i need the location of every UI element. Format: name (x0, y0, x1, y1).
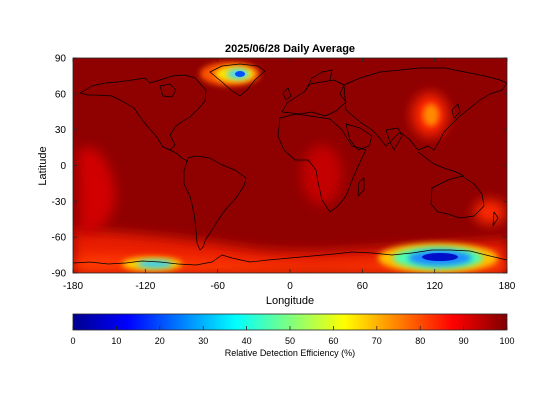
colorbar-ticks: 0 10 20 30 40 50 60 70 80 90 100 (70, 326, 515, 346)
y-tick-label: -90 (52, 269, 67, 280)
colorbar-tick-label: 40 (242, 336, 252, 346)
map-title: 2025/06/28 Daily Average (225, 43, 355, 55)
x-tick-label: -60 (210, 281, 225, 292)
x-tick-label: 180 (499, 281, 516, 292)
coastline-japan (451, 103, 461, 119)
x-tick-label: 0 (287, 281, 293, 292)
coastline-central-america (169, 149, 189, 163)
y-tick-label: 30 (55, 125, 67, 136)
colorbar-tick-label: 20 (155, 336, 165, 346)
x-tick-label: -180 (63, 281, 83, 292)
colorbar-label: Relative Detection Efficiency (%) (225, 348, 355, 358)
x-tick-label: 60 (357, 281, 369, 292)
coastlines (73, 63, 507, 266)
asia-hotspot-inner (423, 104, 439, 126)
y-tick-label: 90 (55, 54, 67, 65)
x-tick-label: 120 (426, 281, 443, 292)
colorbar-tick-label: 90 (459, 336, 469, 346)
x-axis-ticks: -180 -120 -60 0 60 120 180 (63, 58, 516, 292)
south-atlantic-patch (302, 145, 342, 205)
colorbar-tick-label: 100 (499, 336, 514, 346)
colorbar-tick-label: 60 (328, 336, 338, 346)
coastline-australia (430, 175, 485, 219)
indian-ocean-patch (474, 200, 506, 224)
pacific-patch (78, 147, 116, 235)
x-axis-label: Longitude (266, 295, 314, 307)
coastline-new-zealand (492, 211, 499, 227)
coastline-antarctica (73, 249, 507, 266)
coastline-north-america (79, 74, 207, 151)
y-tick-label: -60 (52, 233, 67, 244)
efficiency-field-anomalies (73, 62, 507, 273)
colorbar-tick-label: 80 (415, 336, 425, 346)
y-axis-label: Latitude (37, 146, 49, 185)
y-axis-ticks: 90 60 30 0 -30 -60 -90 (52, 54, 507, 280)
greenland-core (235, 71, 245, 77)
y-tick-label: 0 (60, 161, 66, 172)
coastline-south-america (183, 155, 247, 251)
coastline-arabia (345, 123, 373, 151)
y-tick-label: 60 (55, 89, 67, 100)
coastline-africa (277, 113, 367, 213)
colorbar-tick-label: 10 (111, 336, 121, 346)
colorbar-tick-label: 30 (198, 336, 208, 346)
colorbar-tick-label: 0 (70, 336, 75, 346)
coastline-hudson-bay (159, 83, 177, 98)
coastline-greenland (209, 63, 266, 97)
colorbar-tick-label: 70 (372, 336, 382, 346)
map-plot-area (73, 58, 507, 273)
coastline-uk (282, 87, 292, 101)
x-tick-label: -120 (135, 281, 155, 292)
antarctic-west-inner (137, 260, 173, 268)
coastline-asia (343, 67, 507, 151)
y-tick-label: -30 (52, 197, 67, 208)
antarctic-east-core (422, 253, 458, 261)
coastline-scandinavia (305, 69, 333, 91)
coastline-madagascar (357, 177, 365, 197)
coastline-india (385, 127, 403, 151)
colorbar-tick-label: 50 (285, 336, 295, 346)
coastline-southeast-asia (417, 151, 465, 177)
